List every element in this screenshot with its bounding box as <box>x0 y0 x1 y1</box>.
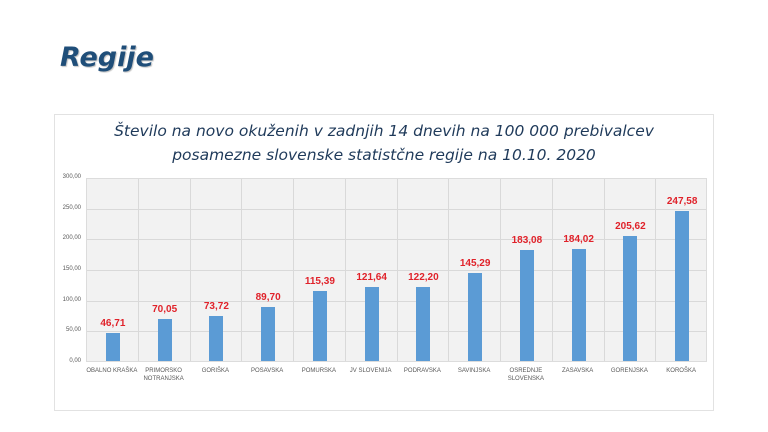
chart-title-line-1: Število na novo okuženih v zadnjih 14 dn… <box>114 122 654 140</box>
v-gridline <box>448 179 450 361</box>
bar-value-label: 121,64 <box>356 272 387 284</box>
y-tick-label: 250,00 <box>62 204 81 211</box>
v-gridline <box>551 179 553 361</box>
bar <box>519 249 534 361</box>
bar <box>261 306 276 361</box>
bar <box>675 210 690 361</box>
v-gridline <box>655 179 657 361</box>
x-category-label: OSREDNJE SLOVENSKA <box>507 368 545 382</box>
bar-value-label: 122,20 <box>408 271 439 283</box>
bar-value-label: 247,58 <box>666 195 698 207</box>
bar-value-label: 89,70 <box>255 291 281 303</box>
bar-value-label: 184,02 <box>563 234 594 246</box>
bar-value-label: 205,62 <box>615 221 646 233</box>
v-gridline <box>603 179 605 361</box>
chart-title-line-2: posamezne slovenske statistčne regije na… <box>172 146 596 164</box>
x-category-label: PODRAVSKA <box>403 368 441 374</box>
x-category-label: JV SLOVENIJA <box>349 368 392 374</box>
y-tick-label: 50,00 <box>65 327 81 334</box>
x-category-label: GORENJSKA <box>610 368 648 374</box>
bar <box>468 272 483 361</box>
bar-value-label: 70,05 <box>152 303 178 315</box>
bar-value-label: 73,72 <box>203 301 229 313</box>
bar <box>312 291 327 361</box>
x-category-label: ZASAVSKA <box>562 368 594 374</box>
v-gridline <box>189 179 191 361</box>
y-tick-label: 150,00 <box>62 266 81 272</box>
x-category-label: GORIŠKA <box>201 368 230 374</box>
v-gridline <box>137 179 139 361</box>
bar <box>209 316 224 361</box>
v-gridline <box>500 179 501 361</box>
v-gridline <box>241 179 243 361</box>
x-category-label: POMURSKA <box>301 368 337 374</box>
x-category-label: POSAVSKA <box>251 368 284 374</box>
y-tick-label: 200,00 <box>62 235 81 242</box>
bar-value-label: 46,71 <box>100 317 126 329</box>
bar <box>364 287 379 361</box>
chart-title: Število na novo okuženih v zadnjih 14 dn… <box>55 119 713 167</box>
x-category-label: OBALNO KRAŠKA <box>86 368 138 374</box>
bar <box>623 236 638 361</box>
x-category-label: SAVINJSKA <box>457 368 491 374</box>
bar <box>416 286 431 361</box>
bar-value-label: 145,29 <box>459 257 491 269</box>
y-tick-label: 0,00 <box>69 358 81 364</box>
v-gridline <box>396 179 398 361</box>
bar-value-label: 115,39 <box>304 275 335 287</box>
x-category-label: KOROŠKA <box>666 368 696 374</box>
plot-area: 46,71 70,05 73,72 89,70 115,39 121,64 122,20 14… <box>86 178 707 362</box>
bar <box>571 249 586 361</box>
y-tick-label: 100,00 <box>62 296 81 303</box>
bar <box>105 332 120 361</box>
slide-title: Regije <box>60 42 154 73</box>
v-gridline <box>344 179 346 361</box>
bar <box>157 318 172 361</box>
x-category-label: PRIMORSKO NOTRANJSKA <box>143 368 184 382</box>
chart-container: Število na novo okuženih v zadnjih 14 dn… <box>54 114 714 411</box>
bar-value-label: 183,08 <box>511 234 543 246</box>
y-tick-label: 300,00 <box>62 174 81 180</box>
v-gridline <box>293 179 294 361</box>
